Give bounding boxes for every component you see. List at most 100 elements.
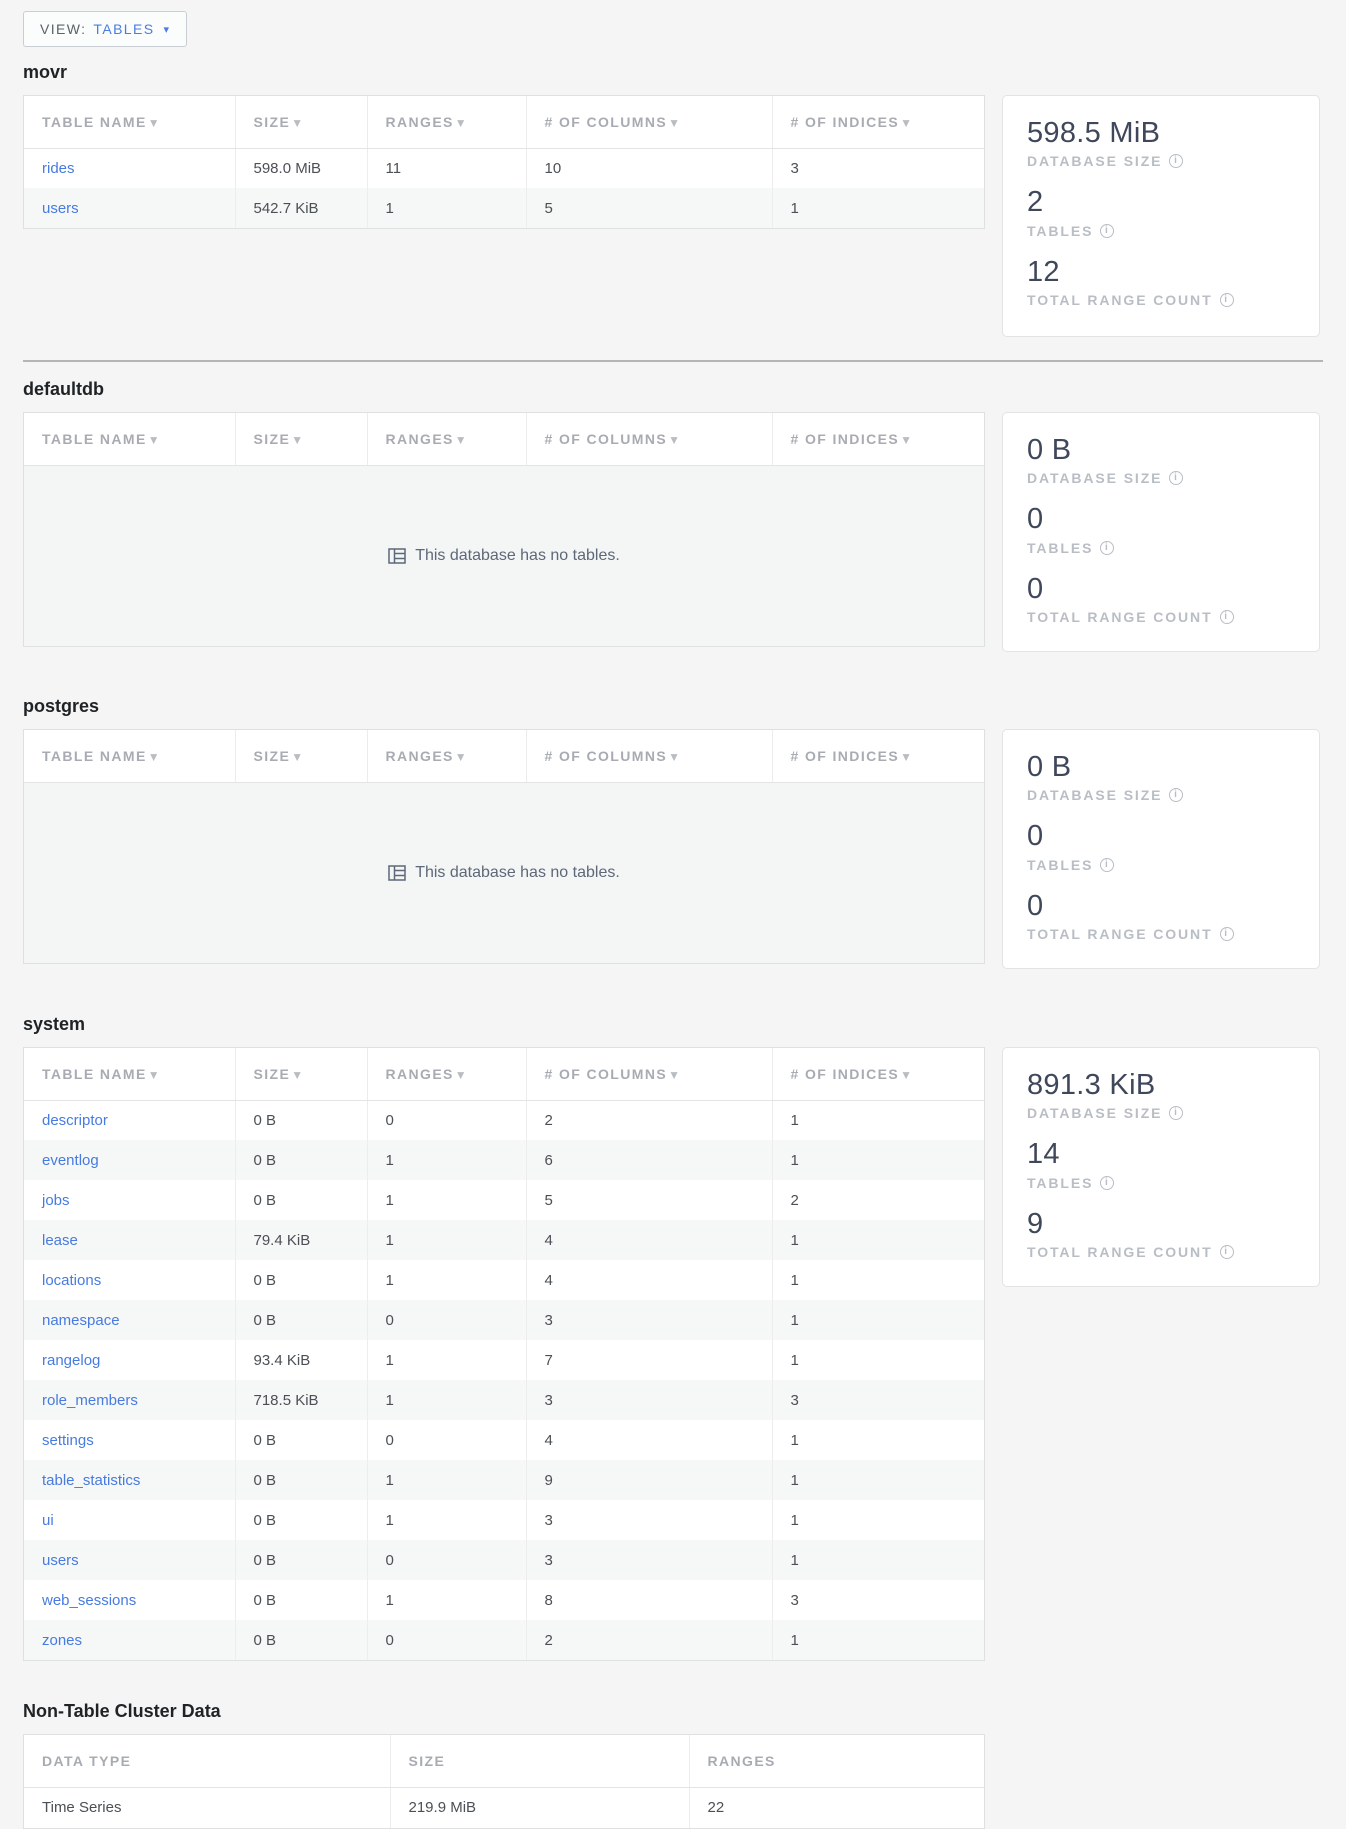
table-name-link[interactable]: role_members [42,1391,138,1409]
column-header-indices[interactable]: # OF INDICES▼ [772,96,984,149]
column-header-columns[interactable]: # OF COLUMNS▼ [526,1048,773,1101]
tables-table: TABLE NAME▼ SIZE▼ RANGES▼ # OF COLUMNS▼ … [23,95,985,229]
info-icon[interactable]: i [1169,471,1184,486]
table-name-link[interactable]: table_statistics [42,1471,141,1489]
columns-cell: 3 [526,1500,773,1541]
table-name-link[interactable]: settings [42,1431,94,1449]
column-header-data-type: DATA TYPE [24,1735,391,1788]
table-name-link[interactable]: rangelog [42,1351,101,1369]
ranges-cell: 0 [367,1420,527,1461]
table-row: web_sessions 0 B 1 8 3 [24,1580,984,1621]
indices-cell: 3 [790,159,799,177]
ranges-cell: 0 [367,1540,527,1581]
table-name-link[interactable]: namespace [42,1311,120,1329]
table-row: users 0 B 0 3 1 [24,1540,984,1581]
info-icon[interactable]: i [1100,857,1115,872]
table-row: eventlog 0 B 1 6 1 [24,1140,984,1181]
table-row: locations 0 B 1 4 1 [24,1260,984,1301]
table-name-link[interactable]: zones [42,1631,83,1649]
columns-cell: 4 [526,1220,773,1261]
column-header-table-name[interactable]: TABLE NAME▼ [24,730,236,783]
column-header-columns[interactable]: # OF COLUMNS▼ [526,96,773,149]
table-name-link[interactable]: lease [42,1231,78,1249]
column-header-indices[interactable]: # OF INDICES▼ [772,730,984,783]
column-header-ranges[interactable]: RANGES▼ [367,96,527,149]
table-row: users 542.7 KiB 1 5 1 [24,188,984,228]
ranges-cell: 1 [367,188,527,228]
sort-desc-icon: ▼ [454,1067,469,1082]
section-divider [23,360,1323,362]
table-name-link[interactable]: jobs [42,1191,70,1209]
ranges-cell: 1 [367,1220,527,1261]
column-header-ranges[interactable]: RANGES▼ [367,1048,527,1101]
table-icon [388,547,406,564]
column-header-indices[interactable]: # OF INDICES▼ [772,413,984,466]
table-name-link[interactable]: eventlog [42,1151,99,1169]
column-header-size[interactable]: SIZE▼ [235,413,368,466]
column-header-table-name[interactable]: TABLE NAME▼ [24,96,236,149]
columns-cell: 5 [526,1180,773,1221]
table-row: lease 79.4 KiB 1 4 1 [24,1220,984,1261]
indices-cell: 1 [772,1620,984,1661]
ranges-cell: 1 [367,1180,527,1221]
column-header-indices[interactable]: # OF INDICES▼ [772,1048,984,1101]
table-name-link[interactable]: ui [42,1511,54,1529]
info-icon[interactable]: i [1100,1175,1115,1190]
info-icon[interactable]: i [1219,927,1234,942]
ranges-cell: 22 [707,1799,725,1817]
sort-desc-icon: ▼ [291,432,305,447]
ranges-cell: 1 [367,1500,527,1541]
tables-count-label: TABLES [1027,222,1094,239]
info-icon[interactable]: i [1100,540,1115,555]
column-header-columns[interactable]: # OF COLUMNS▼ [526,730,773,783]
columns-cell: 7 [526,1340,773,1381]
info-icon[interactable]: i [1219,1245,1234,1260]
table-name-link[interactable]: users [42,199,79,217]
database-summary-panel: 598.5 MiB DATABASE SIZE i 2 TABLES i 12 TO… [1002,95,1320,337]
table-name-link[interactable]: rides [42,159,75,177]
empty-database-message: This database has no tables. [24,782,984,963]
ranges-cell: 1 [367,1380,527,1421]
indices-cell: 1 [790,1271,799,1289]
column-header-ranges[interactable]: RANGES▼ [367,413,527,466]
info-icon[interactable]: i [1219,610,1234,625]
table-name-link[interactable]: users [42,1551,79,1569]
table-row: descriptor 0 B 0 2 1 [24,1100,984,1141]
ranges-cell: 11 [367,148,527,188]
info-icon[interactable]: i [1169,788,1184,803]
column-header-size[interactable]: SIZE▼ [235,1048,368,1101]
view-selector-value: TABLES [93,21,155,37]
empty-database-text: This database has no tables. [415,546,620,564]
info-icon[interactable]: i [1169,154,1184,169]
indices-cell: 3 [772,1380,984,1421]
info-icon[interactable]: i [1169,1106,1184,1121]
table-header-row: DATA TYPE SIZE RANGES [24,1735,984,1788]
table-header-row: TABLE NAME▼ SIZE▼ RANGES▼ # OF COLUMNS▼ … [24,1048,984,1101]
columns-cell: 2 [526,1100,773,1141]
column-header-ranges[interactable]: RANGES▼ [367,730,527,783]
column-header-columns[interactable]: # OF COLUMNS▼ [526,413,773,466]
range-count-value: 9 [1027,1207,1044,1240]
size-cell: 0 B [235,1100,368,1141]
columns-cell: 2 [526,1620,773,1661]
ranges-cell: 1 [367,1580,527,1621]
ranges-cell: 0 [367,1620,527,1661]
table-name-link[interactable]: locations [42,1271,102,1289]
column-header-size[interactable]: SIZE▼ [235,730,368,783]
non-table-cluster-data-title: Non-Table Cluster Data [23,1701,221,1722]
table-name-link[interactable]: web_sessions [42,1591,137,1609]
sort-desc-icon: ▼ [147,749,162,764]
info-icon[interactable]: i [1219,293,1234,308]
columns-cell: 8 [526,1580,773,1621]
column-header-table-name[interactable]: TABLE NAME▼ [24,1048,236,1101]
ranges-cell: 0 [367,1100,527,1141]
column-header-table-name[interactable]: TABLE NAME▼ [24,413,236,466]
view-selector-dropdown[interactable]: VIEW: TABLES ▾ [23,11,188,47]
column-header-size[interactable]: SIZE▼ [235,96,368,149]
sort-desc-icon: ▼ [147,1067,162,1082]
range-count-label: TOTAL RANGE COUNT [1027,1244,1213,1261]
sort-desc-icon: ▼ [291,115,305,130]
size-cell: 0 B [235,1460,368,1501]
table-name-link[interactable]: descriptor [42,1111,108,1129]
info-icon[interactable]: i [1100,223,1115,238]
